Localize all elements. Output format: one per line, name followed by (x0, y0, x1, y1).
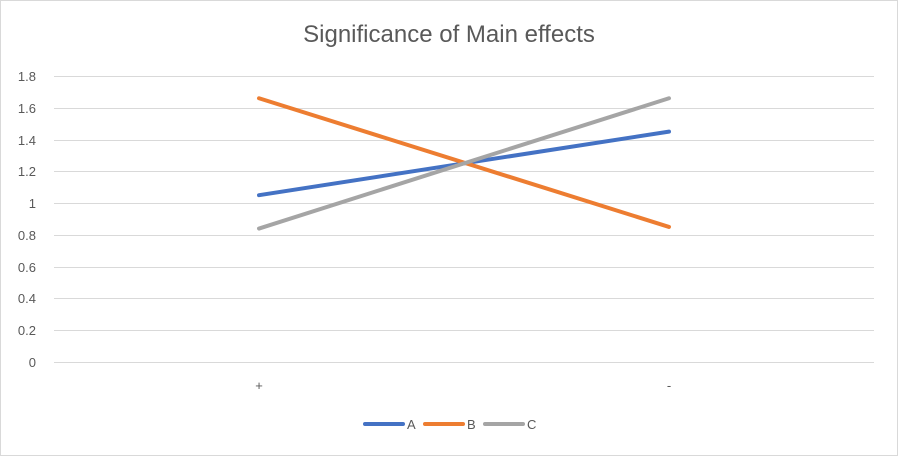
y-tick-label: 0.6 (18, 260, 36, 275)
y-tick-label: 0 (29, 355, 36, 370)
y-tick-label: 1.4 (18, 133, 36, 148)
y-tick-label: 1.2 (18, 164, 36, 179)
x-tick-label: - (667, 378, 671, 393)
x-tick-label: + (255, 378, 263, 393)
series-line-c (257, 96, 671, 231)
gridlines (54, 76, 874, 363)
legend-label-c: C (527, 417, 536, 432)
legend-label-b: B (467, 417, 476, 432)
y-tick-label: 1.6 (18, 101, 36, 116)
chart-title: Significance of Main effects (303, 21, 595, 48)
y-tick-label: 0.2 (18, 323, 36, 338)
series-lines (257, 96, 671, 231)
x-axis-tick-labels: + - (255, 378, 671, 393)
legend-label-a: A (407, 417, 416, 432)
y-tick-label: 0.8 (18, 228, 36, 243)
y-tick-label: 1.8 (18, 69, 36, 84)
legend: A B C (363, 417, 536, 432)
y-tick-label: 0.4 (18, 291, 36, 306)
y-tick-label: 1 (29, 196, 36, 211)
y-axis-tick-labels: 0 0.2 0.4 0.6 0.8 1 1.2 1.4 1.6 1.8 (18, 69, 36, 370)
